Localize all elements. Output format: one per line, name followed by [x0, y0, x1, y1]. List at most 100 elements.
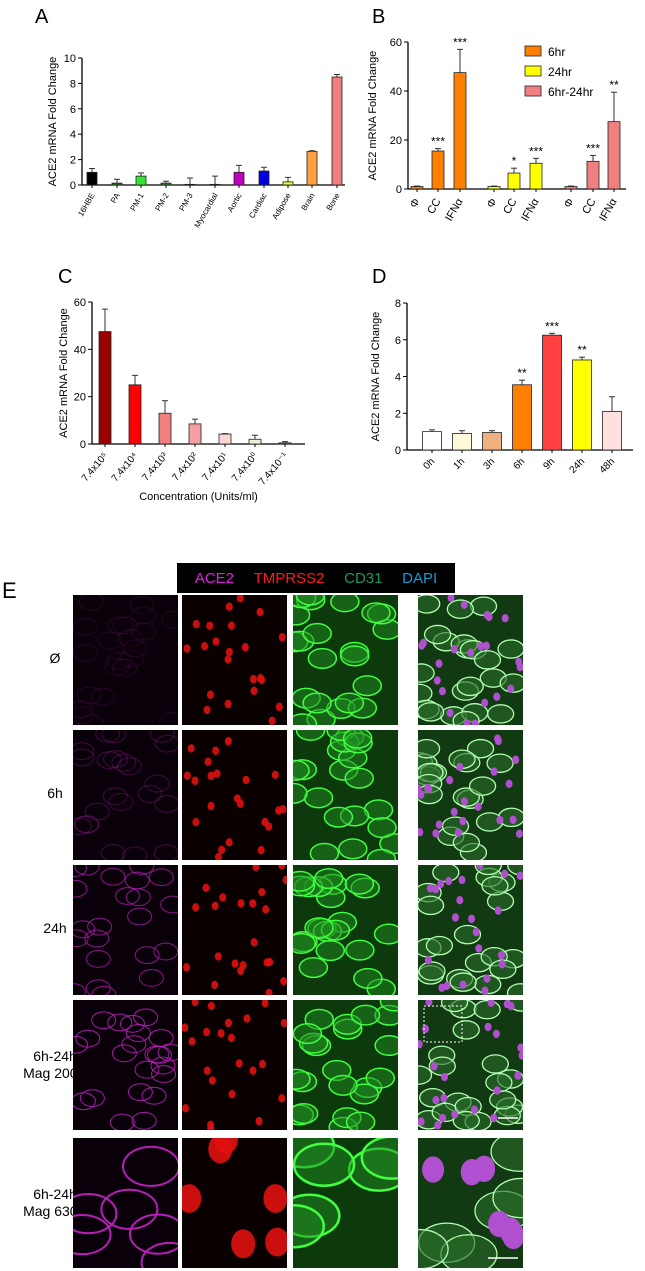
- bar: [529, 162, 543, 190]
- micrograph-cd31: [293, 865, 398, 995]
- legend-swatch: [524, 45, 542, 57]
- significance-marker: ***: [453, 35, 467, 49]
- x-tick-label: Aortic: [226, 192, 244, 214]
- significance-marker: **: [577, 343, 587, 357]
- micrograph-cd31: [293, 1138, 398, 1268]
- row-label: 24h: [43, 920, 67, 936]
- bar: [602, 411, 622, 451]
- y-axis-label: ACE2 mRNA Fold Change: [47, 57, 59, 187]
- legend-label: 6hr-24hr: [548, 85, 593, 99]
- legend-label: 24hr: [548, 65, 572, 79]
- bar: [572, 359, 592, 451]
- micrograph-cd31: [293, 595, 398, 725]
- y-tick-label: 40: [74, 344, 86, 356]
- bar: [331, 76, 343, 186]
- y-axis-label: ACE2 mRNA Fold Change: [58, 308, 70, 438]
- y-tick-label: 8: [395, 298, 401, 310]
- significance-marker: ***: [586, 141, 600, 155]
- bar: [86, 171, 98, 186]
- row-label: 6h-24h Mag 630X: [23, 1186, 87, 1219]
- legend-ace2: ACE2: [194, 569, 234, 587]
- legend-tmprss2: TMPRSS2: [253, 569, 325, 587]
- panel-letter-b: B: [372, 6, 386, 28]
- bar: [507, 172, 521, 190]
- bar: [410, 186, 424, 190]
- x-tick-label: PA: [109, 191, 122, 205]
- y-tick-label: 4: [70, 129, 76, 141]
- row-label: 6h: [47, 785, 63, 801]
- x-tick-label: 6h: [511, 456, 527, 472]
- x-tick-label: 7.4x10⁰: [230, 451, 260, 484]
- bar: [111, 182, 123, 186]
- y-tick-label: 2: [70, 155, 76, 167]
- x-tick-label: 3h: [481, 456, 497, 472]
- panel-letter-c: C: [58, 266, 73, 288]
- legend-cd31: CD31: [344, 569, 383, 587]
- bar: [452, 433, 472, 451]
- x-tick-label: PM-1: [128, 191, 146, 213]
- x-tick-label: 7.4x10²: [170, 450, 200, 483]
- micrograph-tmprss2: [182, 1000, 287, 1130]
- y-axis-label: ACE2 mRNA Fold Change: [370, 312, 382, 442]
- x-tick-label: IFNα: [443, 196, 466, 223]
- x-tick-label: CC: [580, 196, 598, 216]
- micrograph-ace2: [73, 595, 178, 725]
- x-tick-label: IFNα: [519, 196, 542, 223]
- y-tick-label: 60: [74, 297, 86, 309]
- x-tick-label: 16HBE: [76, 192, 96, 218]
- y-tick-label: 20: [74, 392, 86, 404]
- bar: [422, 431, 442, 451]
- bar: [218, 433, 232, 445]
- x-tick-label: 7.4x10¹: [200, 450, 230, 483]
- y-tick-label: 10: [64, 53, 76, 65]
- x-tick-label: 7.4x10³: [140, 450, 170, 483]
- micrograph-tmprss2: [182, 730, 287, 860]
- y-tick-label: 0: [396, 184, 402, 196]
- channel-legend: ACE2 TMPRSS2 CD31 DAPI: [177, 563, 455, 593]
- row-label: Ø: [49, 650, 61, 666]
- y-tick-label: 0: [395, 445, 401, 457]
- bar: [278, 442, 292, 445]
- bar: [282, 181, 294, 186]
- micrograph-ace2: [73, 1000, 178, 1130]
- micrograph-ace2: [73, 1138, 178, 1268]
- x-tick-label: 0h: [421, 456, 437, 472]
- legend-dapi: DAPI: [402, 569, 438, 587]
- bar: [258, 170, 270, 186]
- micrograph-cd31: [293, 730, 398, 860]
- bar: [586, 160, 600, 190]
- bar: [98, 331, 112, 445]
- y-tick-label: 60: [390, 37, 402, 49]
- x-tick-label: 7.4x10⁵: [80, 451, 110, 484]
- micrograph-merge: [418, 730, 523, 860]
- bar: [431, 150, 445, 190]
- x-axis-label: Concentration (Units/ml): [139, 491, 258, 503]
- significance-marker: ***: [545, 319, 559, 333]
- x-tick-label: Bone: [325, 191, 342, 212]
- bar: [482, 432, 502, 451]
- micrograph-merge: [418, 1000, 523, 1130]
- x-tick-label: IFNα: [597, 196, 620, 223]
- micrograph-merge: [418, 595, 523, 725]
- bar: [564, 186, 578, 190]
- bar: [158, 412, 172, 445]
- bar: [453, 72, 467, 190]
- micrograph-merge: [418, 1138, 523, 1268]
- y-tick-label: 0: [70, 180, 76, 192]
- significance-marker: *: [512, 154, 517, 168]
- y-axis-label: ACE2 mRNA Fold Change: [367, 51, 379, 181]
- x-tick-label: 7.4x10⁻¹: [257, 450, 291, 487]
- bar: [542, 334, 562, 451]
- legend-swatch: [524, 85, 542, 97]
- panel-letter-a: A: [35, 6, 49, 28]
- panel-letter-e: E: [2, 578, 17, 603]
- y-tick-label: 20: [390, 135, 402, 147]
- x-tick-label: CC: [425, 196, 443, 216]
- significance-marker: **: [517, 366, 527, 380]
- row-label: 6h-24h Mag 200X: [23, 1048, 87, 1081]
- legend-swatch: [524, 65, 542, 77]
- significance-marker: ***: [529, 144, 543, 158]
- bar: [487, 186, 501, 190]
- x-tick-label: Myocardial: [193, 191, 220, 229]
- micrograph-ace2: [73, 865, 178, 995]
